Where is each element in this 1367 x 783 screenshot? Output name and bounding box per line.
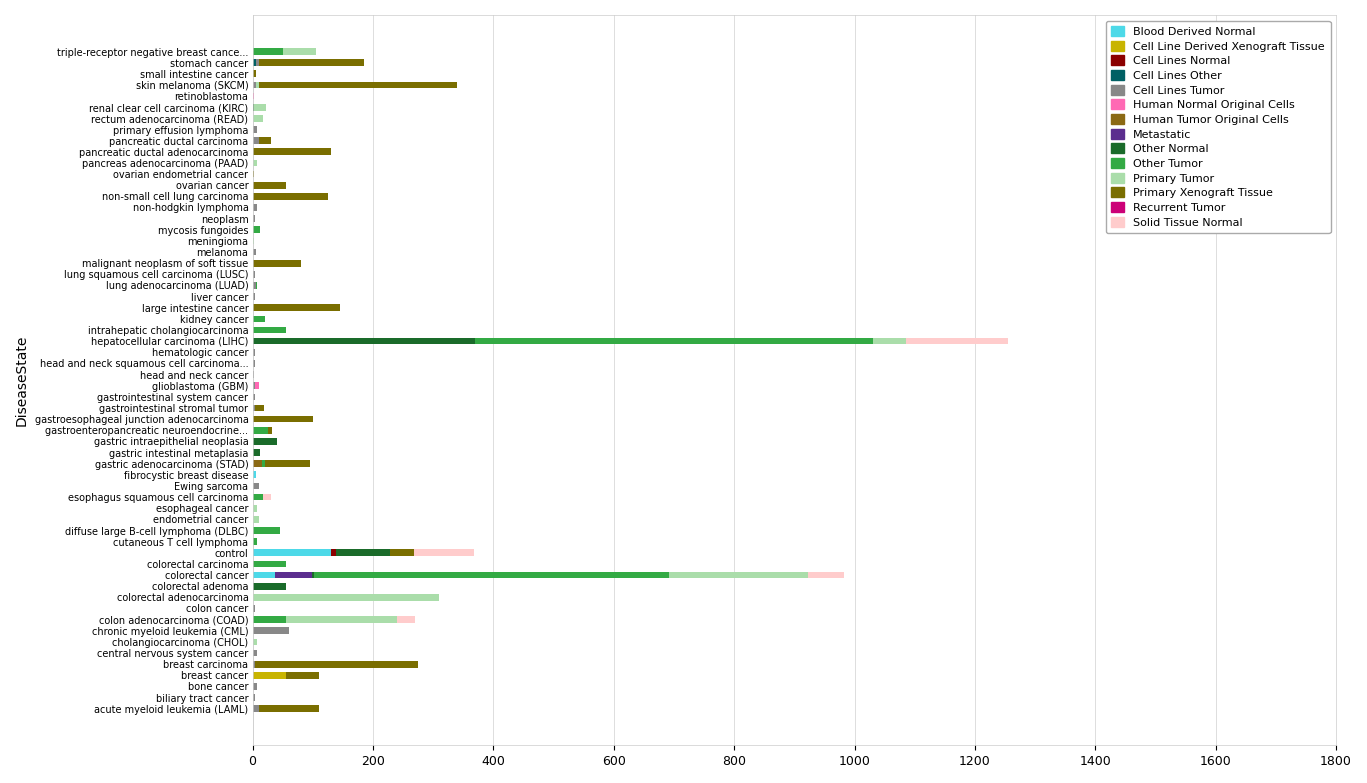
Bar [253, 705, 258, 712]
Bar [253, 460, 261, 467]
Bar [253, 438, 276, 445]
Bar [253, 249, 256, 255]
Bar [253, 505, 257, 511]
Bar [253, 539, 257, 545]
Bar [256, 382, 258, 389]
Bar [253, 126, 257, 133]
Bar [906, 337, 1007, 345]
Bar [253, 394, 256, 400]
Bar [283, 49, 316, 55]
Bar [253, 516, 258, 523]
Bar [253, 171, 254, 178]
Bar [476, 337, 872, 345]
Bar [253, 594, 439, 601]
Bar [253, 471, 256, 478]
Bar [808, 572, 843, 579]
Bar [414, 550, 474, 556]
Bar [258, 81, 457, 88]
Bar [265, 460, 310, 467]
Bar [286, 672, 319, 679]
Y-axis label: DiseaseState: DiseaseState [15, 334, 29, 426]
Bar [253, 561, 286, 567]
Bar [253, 572, 276, 579]
Bar [253, 382, 256, 389]
Bar [253, 427, 268, 434]
Bar [258, 60, 364, 66]
Bar [253, 49, 283, 55]
Bar [261, 460, 265, 467]
Bar [253, 416, 313, 423]
Bar [253, 60, 256, 66]
Bar [276, 572, 312, 579]
Bar [253, 650, 257, 656]
Bar [256, 60, 258, 66]
Bar [312, 572, 314, 579]
Bar [253, 160, 257, 166]
Bar [253, 550, 331, 556]
Bar [264, 494, 271, 500]
Bar [253, 672, 286, 679]
Bar [253, 204, 257, 211]
Bar [253, 104, 254, 110]
Bar [331, 550, 336, 556]
Bar [253, 282, 256, 289]
Bar [253, 405, 256, 411]
Bar [253, 137, 258, 144]
Bar [253, 316, 265, 323]
Bar [253, 639, 257, 645]
Bar [872, 337, 906, 345]
Bar [253, 327, 286, 334]
Legend: Blood Derived Normal, Cell Line Derived Xenograft Tissue, Cell Lines Normal, Cel: Blood Derived Normal, Cell Line Derived … [1106, 20, 1330, 233]
Bar [286, 616, 396, 623]
Bar [253, 81, 256, 88]
Bar [258, 705, 319, 712]
Bar [256, 81, 258, 88]
Bar [256, 661, 417, 668]
Bar [253, 226, 261, 233]
Bar [396, 616, 416, 623]
Bar [253, 149, 331, 155]
Bar [253, 371, 254, 378]
Bar [258, 137, 271, 144]
Bar [253, 494, 264, 500]
Bar [268, 427, 272, 434]
Bar [254, 104, 267, 110]
Bar [253, 349, 256, 355]
Bar [253, 271, 256, 278]
Bar [253, 449, 260, 456]
Bar [253, 661, 256, 668]
Bar [314, 572, 668, 579]
Bar [253, 237, 254, 244]
Bar [253, 70, 256, 78]
Bar [390, 550, 414, 556]
Bar [253, 92, 254, 99]
Bar [336, 550, 390, 556]
Bar [253, 305, 340, 311]
Bar [256, 282, 257, 289]
Bar [253, 583, 286, 590]
Bar [668, 572, 808, 579]
Bar [253, 683, 257, 690]
Bar [253, 527, 280, 534]
Bar [253, 260, 301, 266]
Bar [253, 605, 256, 612]
Bar [256, 405, 264, 411]
Bar [253, 115, 264, 121]
Bar [253, 616, 286, 623]
Bar [253, 627, 288, 634]
Bar [253, 294, 256, 300]
Bar [253, 215, 256, 222]
Bar [253, 482, 258, 489]
Bar [253, 182, 286, 189]
Bar [253, 193, 328, 200]
Bar [253, 695, 256, 701]
Bar [253, 360, 256, 366]
Bar [253, 337, 476, 345]
